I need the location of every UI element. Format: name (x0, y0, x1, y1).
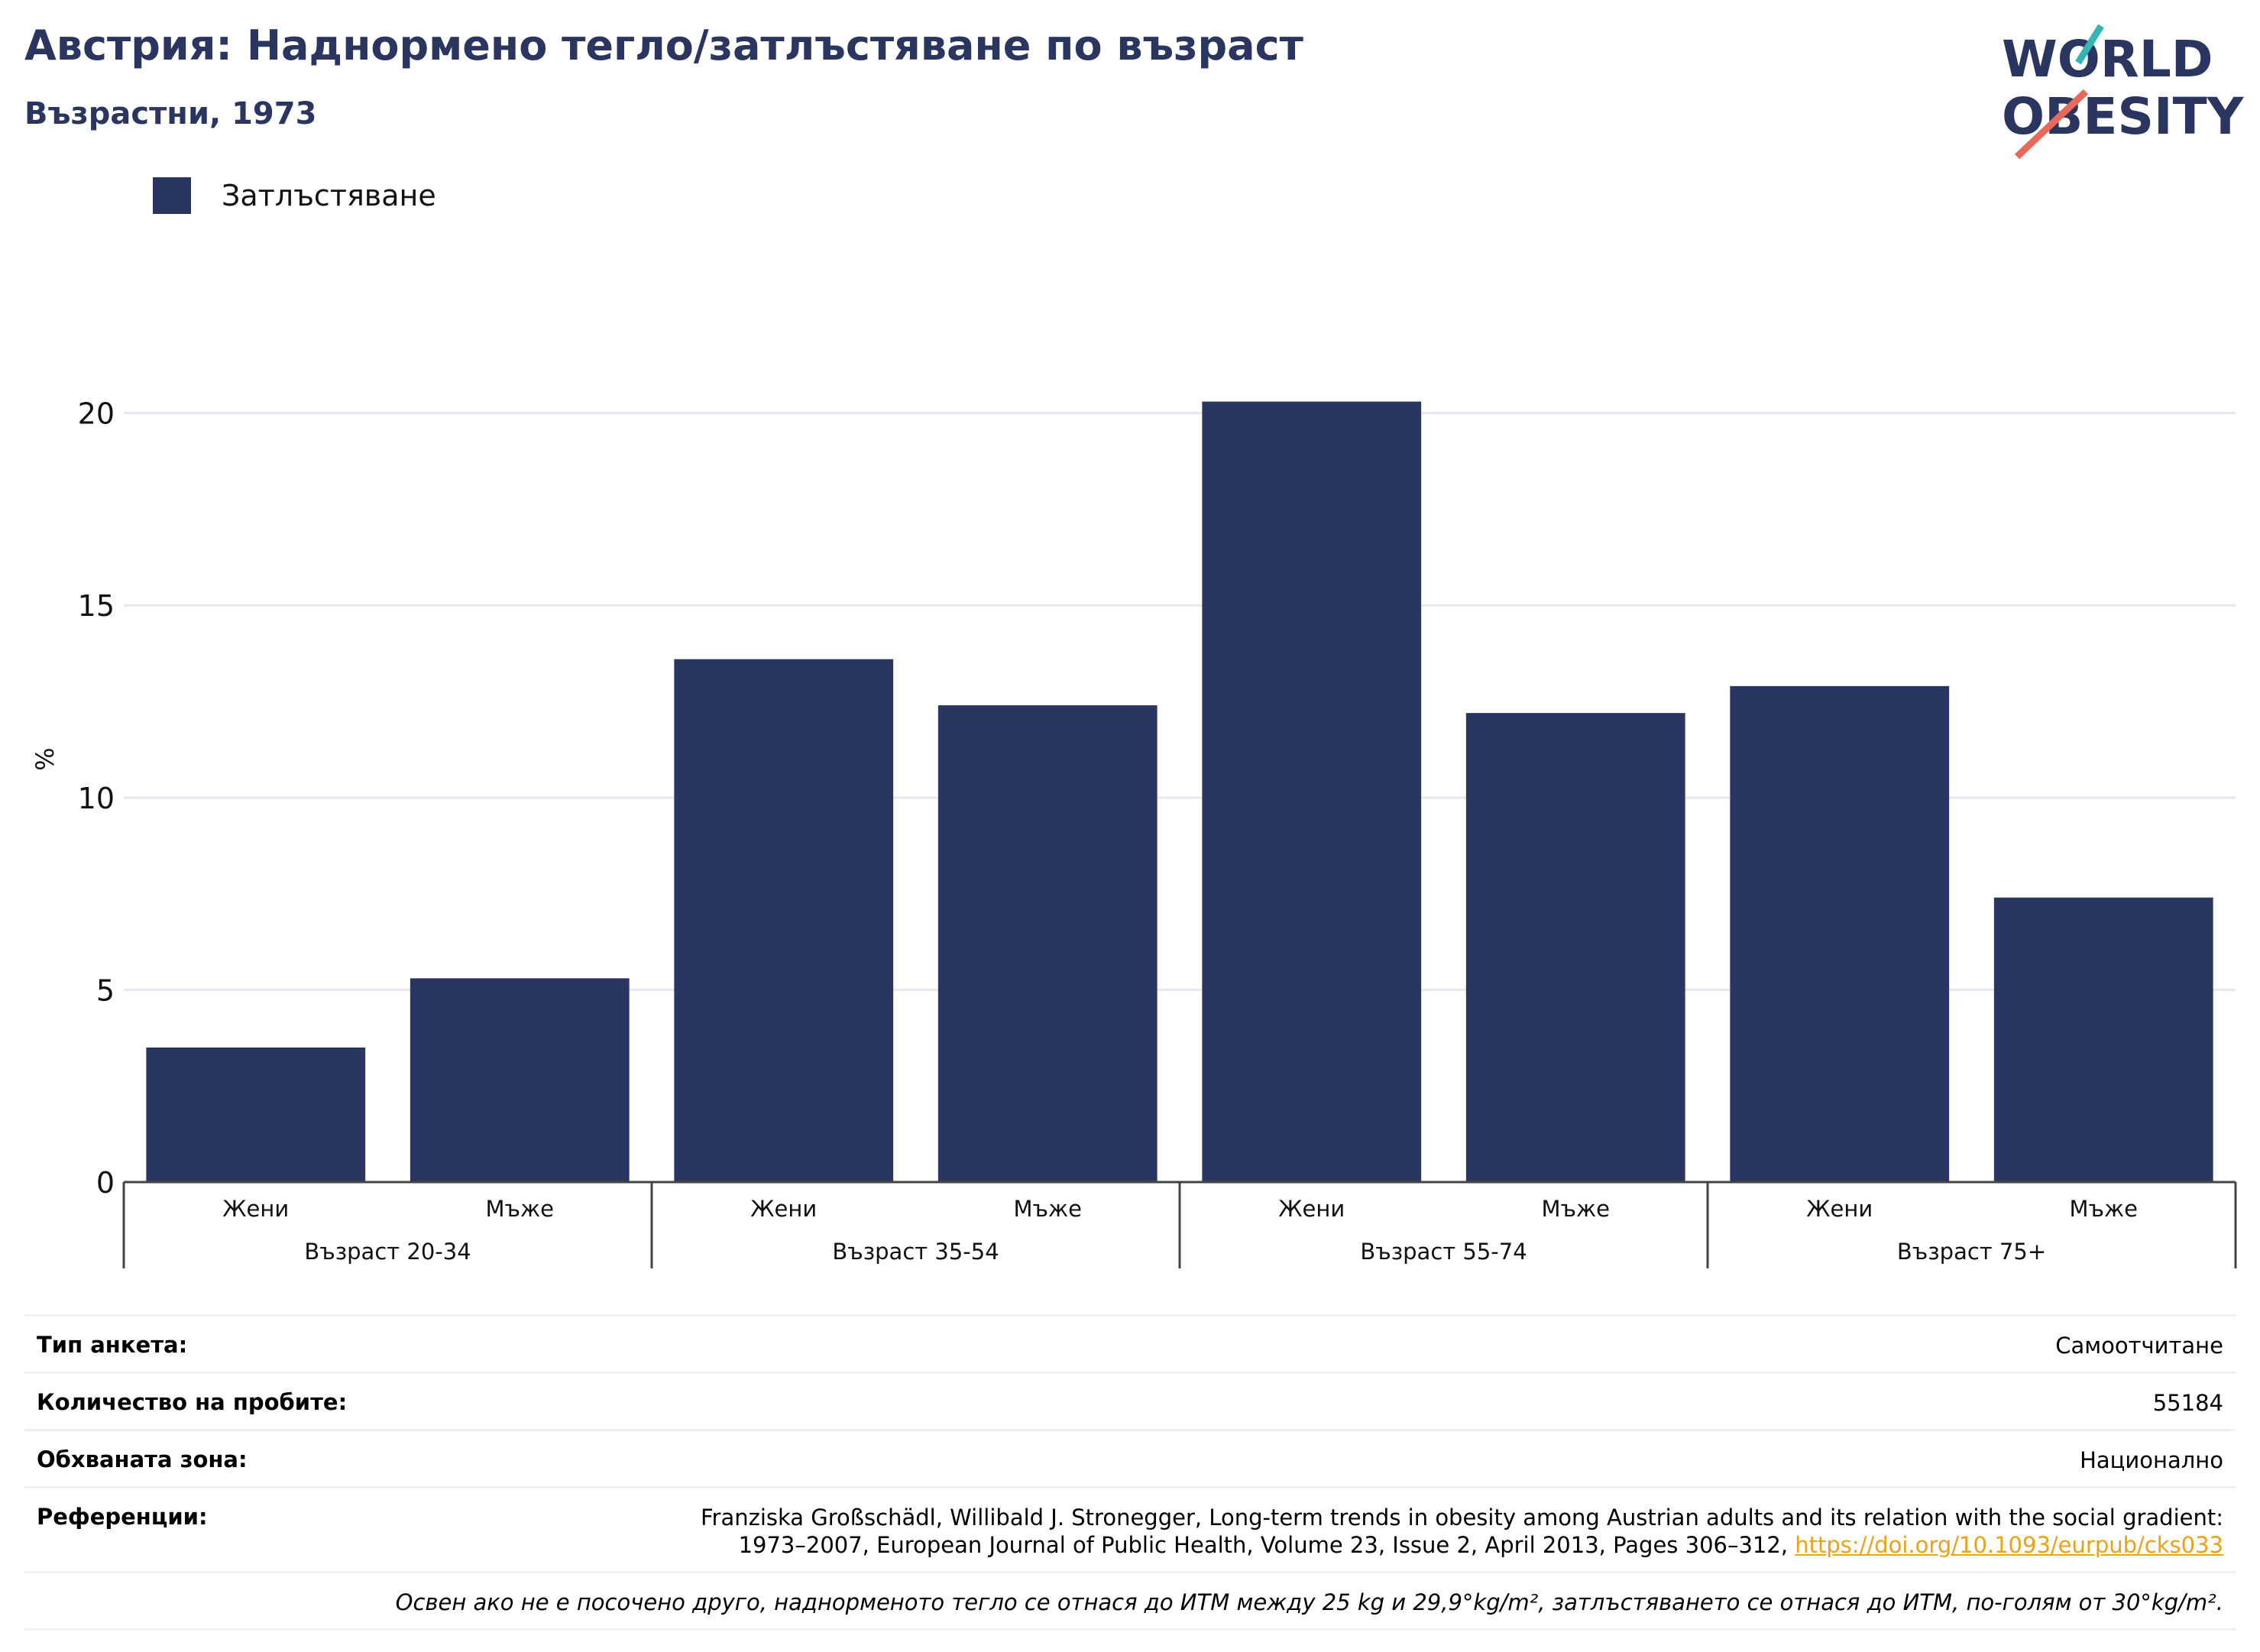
x-tick-label: Мъже (486, 1196, 554, 1222)
x-tick-label: Жени (1806, 1196, 1873, 1222)
y-axis-label: % (31, 747, 60, 770)
bar: 3.5 (146, 1047, 366, 1182)
group-label: Възраст 55-74 (1360, 1239, 1527, 1265)
y-tick-label: 10 (78, 782, 115, 815)
logo-word-world: WORLD (2002, 30, 2213, 89)
page-subtitle: Възрастни, 1973 (24, 96, 317, 131)
definition-note: Освен ако не е посочено друго, наднормен… (395, 1589, 2223, 1615)
group-label: Възраст 35-54 (832, 1239, 999, 1265)
x-tick-label: Мъже (2070, 1196, 2138, 1222)
info-row-note: Освен ако не е посочено друго, наднормен… (24, 1571, 2236, 1631)
info-row-sample-size: Количество на пробите: 55184 (24, 1372, 2236, 1429)
y-tick-label: 5 (96, 973, 115, 1007)
x-tick-label: Жени (750, 1196, 817, 1222)
bar: 12.4 (937, 705, 1158, 1182)
reference-doi-link[interactable]: https://doi.org/10.1093/eurpub/cks033 (1795, 1532, 2223, 1558)
reference-line-2: 1973–2007, European Journal of Public He… (738, 1532, 1789, 1558)
bar: 13.6 (674, 659, 894, 1182)
chart-legend[interactable]: Затлъстяване (153, 177, 436, 214)
sample-size-label: Количество на пробите: (37, 1389, 348, 1415)
info-row-survey-type: Тип анкета: Самоотчитане (24, 1314, 2236, 1372)
x-tick-label: Мъже (1014, 1196, 1082, 1222)
group-label: Възраст 75+ (1897, 1239, 2046, 1265)
bar: 5.3 (410, 978, 630, 1182)
group-label: Възраст 20-34 (304, 1239, 471, 1265)
references-value: Franziska Großschädl, Willibald J. Stron… (701, 1504, 2223, 1559)
references-label: Референции: (37, 1504, 208, 1530)
bar-chart: 0 5 10 15 20% 3.5 Жени 5.3 Мъже 13.6 Жени 12.4 Мъже 2… (31, 397, 2237, 1268)
info-table: Тип анкета: Самоотчитане Количество на п… (24, 1314, 2236, 1631)
legend-swatch (153, 177, 191, 214)
y-tick-label: 20 (78, 397, 115, 431)
x-tick-label: Жени (1278, 1196, 1345, 1222)
bar: 12.9 (1730, 685, 1950, 1182)
bar: 20.3 (1202, 401, 1422, 1182)
y-tick-label: 0 (96, 1166, 115, 1200)
legend-label: Затлъстяване (222, 179, 436, 212)
reference-line-1: Franziska Großschädl, Willibald J. Stron… (700, 1505, 2223, 1531)
coverage-value: Национално (2080, 1447, 2223, 1473)
survey-type-label: Тип анкета: (37, 1332, 188, 1358)
sample-size-value: 55184 (2152, 1390, 2223, 1416)
info-row-references: Референции: Franziska Großschädl, Willib… (24, 1486, 2236, 1571)
x-tick-label: Мъже (1542, 1196, 1610, 1222)
x-tick-label: Жени (222, 1196, 289, 1222)
y-tick-label: 15 (78, 589, 115, 623)
page-title: Австрия: Наднормено тегло/затлъстяване п… (24, 21, 1303, 70)
survey-type-value: Самоотчитане (2055, 1333, 2223, 1359)
bar: 12.2 (1465, 713, 1685, 1182)
bar: 7.4 (1993, 897, 2213, 1182)
world-obesity-logo: WORLD OBESITY (2002, 24, 2245, 160)
info-row-coverage: Обхваната зона: Национално (24, 1429, 2236, 1486)
coverage-label: Обхваната зона: (37, 1446, 248, 1472)
